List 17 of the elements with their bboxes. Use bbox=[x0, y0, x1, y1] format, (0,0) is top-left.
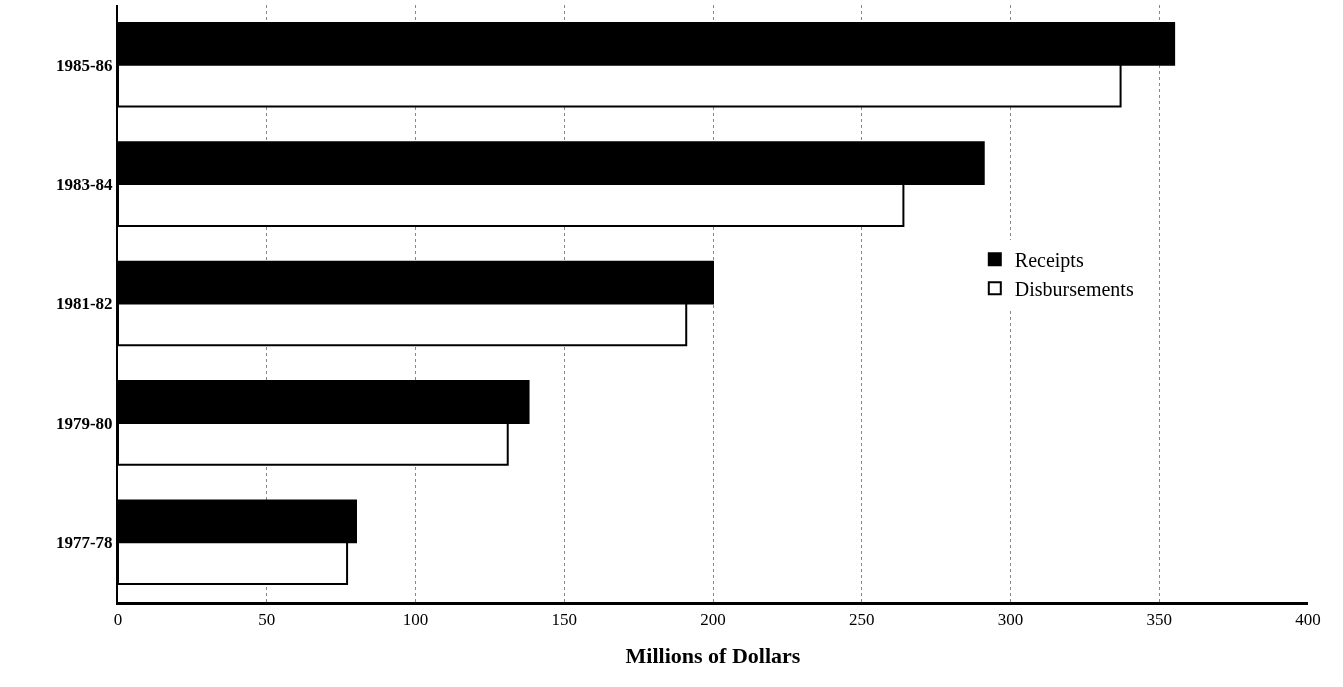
y-tick-label: 1985-86 bbox=[55, 55, 113, 75]
x-tick-label: 400 bbox=[1295, 610, 1321, 630]
legend-label: Receipts bbox=[1014, 248, 1084, 272]
y-tick-label: 1979-80 bbox=[55, 413, 113, 433]
x-tick-label: 100 bbox=[402, 610, 429, 630]
x-tick-label: 0 bbox=[113, 610, 123, 630]
y-tick-label: 1977-78 bbox=[55, 533, 113, 553]
x-tick-label: 250 bbox=[849, 610, 875, 630]
x-axis-title: Millions of Dollars bbox=[625, 643, 801, 669]
y-tick-label: 1983-84 bbox=[55, 175, 114, 195]
x-tick-label: 150 bbox=[551, 610, 577, 630]
y-tick-label: 1981-82 bbox=[55, 294, 113, 314]
x-tick-label: 300 bbox=[997, 610, 1024, 630]
x-tick-label: 350 bbox=[1146, 610, 1172, 630]
x-tick-label: 50 bbox=[258, 610, 276, 630]
legend-label: Disbursements bbox=[1014, 277, 1134, 300]
x-tick-label: 200 bbox=[700, 610, 726, 630]
